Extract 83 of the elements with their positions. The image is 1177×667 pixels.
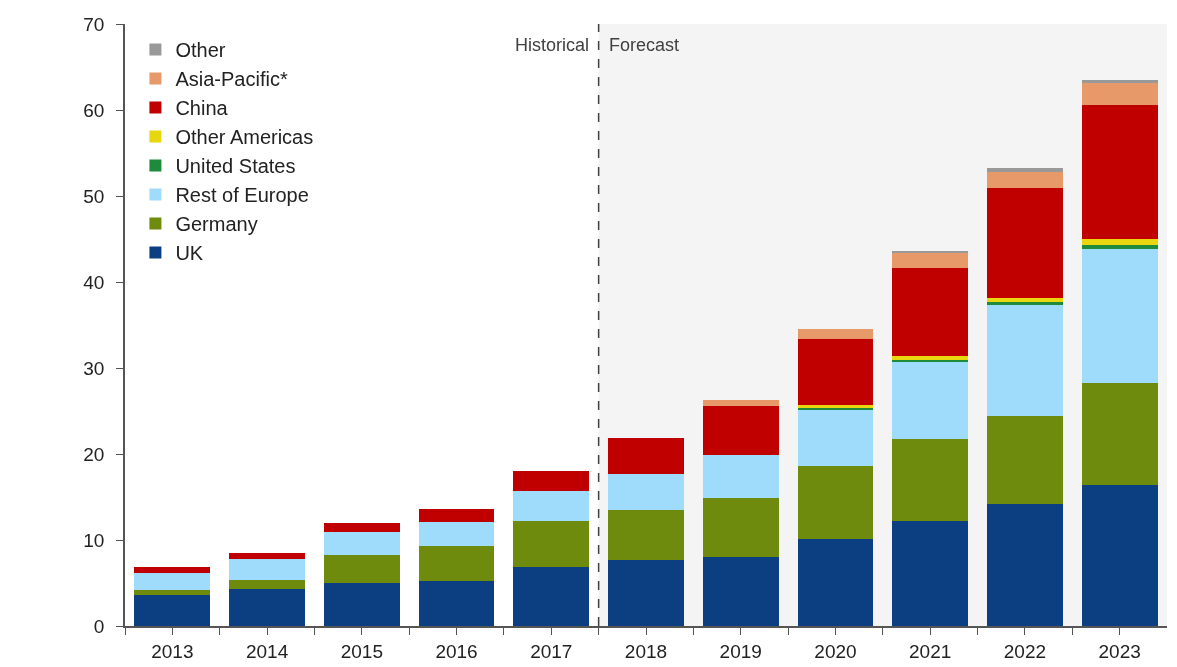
bar: [608, 473, 684, 510]
bar: [1081, 104, 1158, 239]
y-tick-label: 60: [83, 99, 105, 121]
bar: [987, 188, 1063, 299]
bar: [134, 566, 211, 573]
y-tick-label: 70: [83, 13, 105, 35]
bar: [1081, 484, 1158, 626]
bar: [323, 583, 400, 626]
bar: [797, 409, 874, 467]
x-tick-label: 2022: [1003, 640, 1047, 662]
bar: [1081, 83, 1158, 105]
bar: [418, 581, 495, 626]
bar: [229, 552, 305, 559]
bar: [702, 557, 779, 626]
bar: [608, 509, 684, 560]
bar: [513, 471, 590, 491]
x-tick-label: 2013: [151, 640, 194, 662]
bar: [987, 298, 1063, 302]
bar: [513, 566, 590, 626]
bar: [323, 532, 400, 555]
bar: [513, 490, 590, 522]
band-label: Forecast: [609, 35, 680, 55]
bar: [892, 439, 969, 522]
bar: [418, 521, 495, 547]
legend-label: China: [175, 97, 229, 120]
bar: [702, 405, 779, 455]
bar: [134, 595, 211, 626]
x-tick-label: 2021: [909, 640, 952, 662]
bar: [987, 171, 1063, 189]
x-tick-label: 2023: [1098, 640, 1141, 662]
bar: [892, 521, 969, 626]
y-tick-label: 10: [83, 529, 105, 551]
bar: [987, 305, 1063, 417]
bar: [134, 589, 211, 596]
bar: [229, 558, 305, 581]
bar: [134, 572, 211, 590]
y-tick-label: 30: [83, 357, 105, 379]
legend-label: Other: [175, 39, 226, 62]
bar: [1081, 245, 1158, 250]
bar: [892, 355, 969, 361]
x-tick-label: 2018: [624, 640, 668, 662]
bar: [418, 546, 495, 582]
bar: [797, 329, 874, 339]
x-tick-label: 2020: [814, 640, 857, 662]
bar: [987, 416, 1063, 504]
bar: [702, 454, 779, 498]
y-tick-label: 0: [93, 615, 105, 637]
legend-label: UK: [175, 242, 204, 265]
bar: [702, 399, 779, 406]
bar: [1081, 249, 1158, 383]
x-tick-label: 2016: [435, 640, 478, 662]
bar: [608, 437, 684, 474]
bar: [987, 168, 1063, 172]
bar: [892, 361, 969, 440]
x-tick-label: 2017: [530, 640, 573, 662]
bar: [797, 466, 874, 540]
bar: [892, 268, 969, 356]
bar: [797, 338, 874, 405]
bar: [229, 589, 305, 626]
legend-label: United States: [175, 155, 296, 178]
bar: [1081, 239, 1158, 246]
x-tick-label: 2015: [340, 640, 383, 662]
bar: [987, 503, 1063, 626]
legend-label: Rest of Europe: [175, 184, 309, 207]
bar: [892, 252, 969, 269]
legend-label: Asia-Pacific*: [175, 68, 288, 91]
legend-label: Germany: [175, 213, 258, 236]
ref-line-label: Historical: [515, 35, 590, 55]
legend-label: Other Americas: [175, 126, 314, 149]
bar: [418, 509, 495, 522]
bar: [797, 539, 874, 626]
bar: [229, 580, 305, 590]
bar: [1081, 382, 1158, 485]
y-tick-label: 20: [83, 443, 105, 465]
bar: [323, 554, 400, 583]
bar: [513, 521, 590, 567]
x-tick-label: 2014: [245, 640, 289, 662]
bar: [608, 559, 684, 626]
y-tick-label: 50: [83, 185, 105, 207]
x-tick-label: 2019: [719, 640, 762, 662]
y-tick-label: 40: [83, 271, 105, 293]
bar: [323, 522, 400, 533]
bar: [702, 497, 779, 558]
